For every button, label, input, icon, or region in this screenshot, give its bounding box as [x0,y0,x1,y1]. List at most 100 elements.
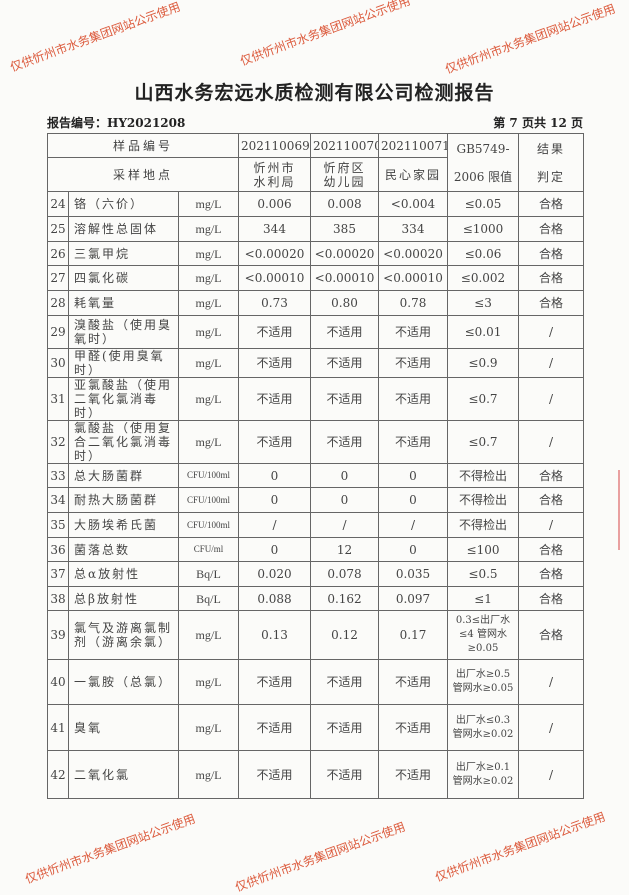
result: / [518,512,584,538]
seal-stamp-fragment [598,470,620,550]
value: 不适用 [310,315,379,349]
limit-value: ≤0.05 [447,191,519,217]
limit-value: 出厂水≥0.5 管网水≥0.05 [447,659,519,705]
unit: mg/L [178,290,239,316]
limit-value: ≤100 [447,537,519,562]
value: 不适用 [238,704,311,751]
unit: mg/L [178,315,239,349]
row-number: 30 [47,348,69,378]
result-header-line: 结果 [536,141,565,156]
value: 不适用 [310,659,379,705]
value: 0 [378,487,448,513]
row-number: 29 [47,315,69,349]
row-number: 33 [47,463,69,488]
row-number: 27 [47,265,69,291]
limit-value: ≤0.5 [447,561,519,587]
limit-value: 不得检出 [447,487,519,513]
value: <0.00010 [238,265,311,291]
watermark: 仅供忻州市水务集团网站公示使用 [443,1,618,77]
item-name: 氯酸盐（使用复合二氧化氯消毒时） [68,420,179,464]
limit-value: ≤0.06 [447,241,519,266]
table-row: 26 三氯甲烷 mg/L <0.00020 <0.00020 <0.00020 ≤0.06 合… [47,241,584,266]
unit: CFU/100ml [178,512,239,538]
unit: mg/L [178,241,239,266]
unit: Bq/L [178,586,239,611]
value: 不适用 [238,348,311,378]
value: <0.00010 [310,265,379,291]
item-name: 总α放射性 [68,561,179,587]
table-row: 24 铬（六价） mg/L 0.006 0.008 <0.004 ≤0.05 合格 [47,191,584,217]
row-number: 35 [47,512,69,538]
value: 0.088 [238,586,311,611]
table-row: 25 溶解性总固体 mg/L 344 385 334 ≤1000 合格 [47,216,584,242]
limit-value: ≤0.7 [447,377,519,421]
result: / [518,377,584,421]
table-row: 27 四氯化碳 mg/L <0.00010 <0.00010 <0.00010 ≤0.002… [47,265,584,291]
table-row: 30 甲醛(使用臭氧时） mg/L 不适用 不适用 不适用 ≤0.9/ [47,348,584,378]
sample-no-label: 样品编号 [47,133,239,158]
value: 0.80 [310,290,379,316]
result: 合格 [518,561,584,587]
table-row: 36 菌落总数 CFU/ml 0 12 0 ≤100 合格 [47,537,584,562]
limit-value: ≤0.9 [447,348,519,378]
result-header-line: 判定 [536,169,565,184]
table-row: 40 一氯胺（总氯） mg/L 不适用 不适用 不适用 出厂水≥0.5 管网水≥0.05/ [47,659,584,705]
table-row: 37 总α放射性 Bq/L 0.020 0.078 0.035 ≤0.5 合格 [47,561,584,587]
table-row: 32 氯酸盐（使用复合二氧化氯消毒时） mg/L 不适用 不适用 不适用 ≤0.7/ [47,420,584,464]
value: 不适用 [310,420,379,464]
table-row: 33 总大肠菌群 CFU/100ml 0 0 0 不得检出 合格 [47,463,584,488]
value: 12 [310,537,379,562]
value: 不适用 [378,420,448,464]
results-table: 样品编号 202110069 202110070 202110071 GB574… [47,133,584,799]
limit-value: ≤3 [447,290,519,316]
value: <0.00020 [310,241,379,266]
value: 0.12 [310,610,379,660]
header-row-sample: 样品编号 202110069 202110070 202110071 GB574… [47,133,584,192]
limit-header-line: 2006 限值 [453,169,513,184]
value: 334 [378,216,448,242]
value: 0.78 [378,290,448,316]
item-name: 大肠埃希氏菌 [68,512,179,538]
row-number: 24 [47,191,69,217]
table-row: 35 大肠埃希氏菌 CFU/100ml / / / 不得检出 / [47,512,584,538]
table-row: 31 亚氯酸盐（使用二氧化氯消毒时） mg/L 不适用 不适用 不适用 ≤0.7/ [47,377,584,421]
location: 忻府区 幼儿园 [310,157,379,192]
value: <0.004 [378,191,448,217]
result: 合格 [518,290,584,316]
result: 合格 [518,610,584,660]
value: 0.73 [238,290,311,316]
watermark: 仅供忻州市水务集团网站公示使用 [23,811,198,887]
item-name: 亚氯酸盐（使用二氧化氯消毒时） [68,377,179,421]
result: 合格 [518,216,584,242]
value: 0.17 [378,610,448,660]
unit: mg/L [178,420,239,464]
value: <0.00020 [238,241,311,266]
row-number: 28 [47,290,69,316]
item-name: 溴酸盐（使用臭氧时） [68,315,179,349]
unit: CFU/100ml [178,487,239,513]
result: / [518,348,584,378]
row-number: 38 [47,586,69,611]
sample-no: 202110071 [378,133,448,158]
limit-value: ≤0.7 [447,420,519,464]
value: 0.078 [310,561,379,587]
row-number: 37 [47,561,69,587]
item-name: 三氯甲烷 [68,241,179,266]
unit: CFU/100ml [178,463,239,488]
unit: mg/L [178,265,239,291]
value: 0 [378,463,448,488]
row-number: 31 [47,377,69,421]
value: 不适用 [238,659,311,705]
value: 不适用 [310,704,379,751]
limit-header: GB5749- 2006 限值 [447,133,519,192]
item-name: 溶解性总固体 [68,216,179,242]
result-header: 结果 判定 [518,133,584,192]
limit-value: 出厂水≥0.1 管网水≥0.02 [447,750,519,799]
result: 合格 [518,191,584,217]
watermark: 仅供忻州市水务集团网站公示使用 [233,819,408,895]
value: 不适用 [378,377,448,421]
result: / [518,315,584,349]
result: / [518,420,584,464]
unit: CFU/ml [178,537,239,562]
result: 合格 [518,586,584,611]
